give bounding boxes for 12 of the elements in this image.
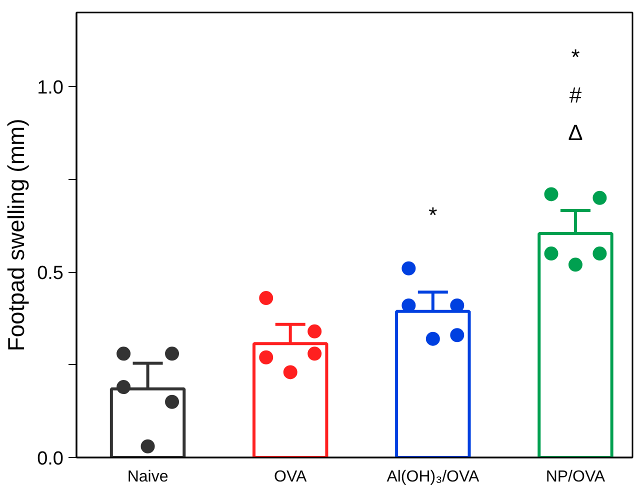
annotation: * [428,202,438,228]
y-axis-title: Footpad swelling (mm) [3,118,30,352]
y-tick-label: 0.0 [37,448,64,470]
y-tick-label: 1.0 [37,78,64,99]
x-tick-label: NP/OVA [546,468,606,486]
y-tick-label: 0.5 [37,263,64,284]
annotation: # [569,82,582,108]
x-tick-label: Al(OH)₃/OVA [386,468,480,486]
x-tick-label: OVA [274,468,307,486]
x-tick-label: Naive [127,468,168,486]
annotation: Δ [568,120,584,146]
annotation: * [571,44,580,70]
